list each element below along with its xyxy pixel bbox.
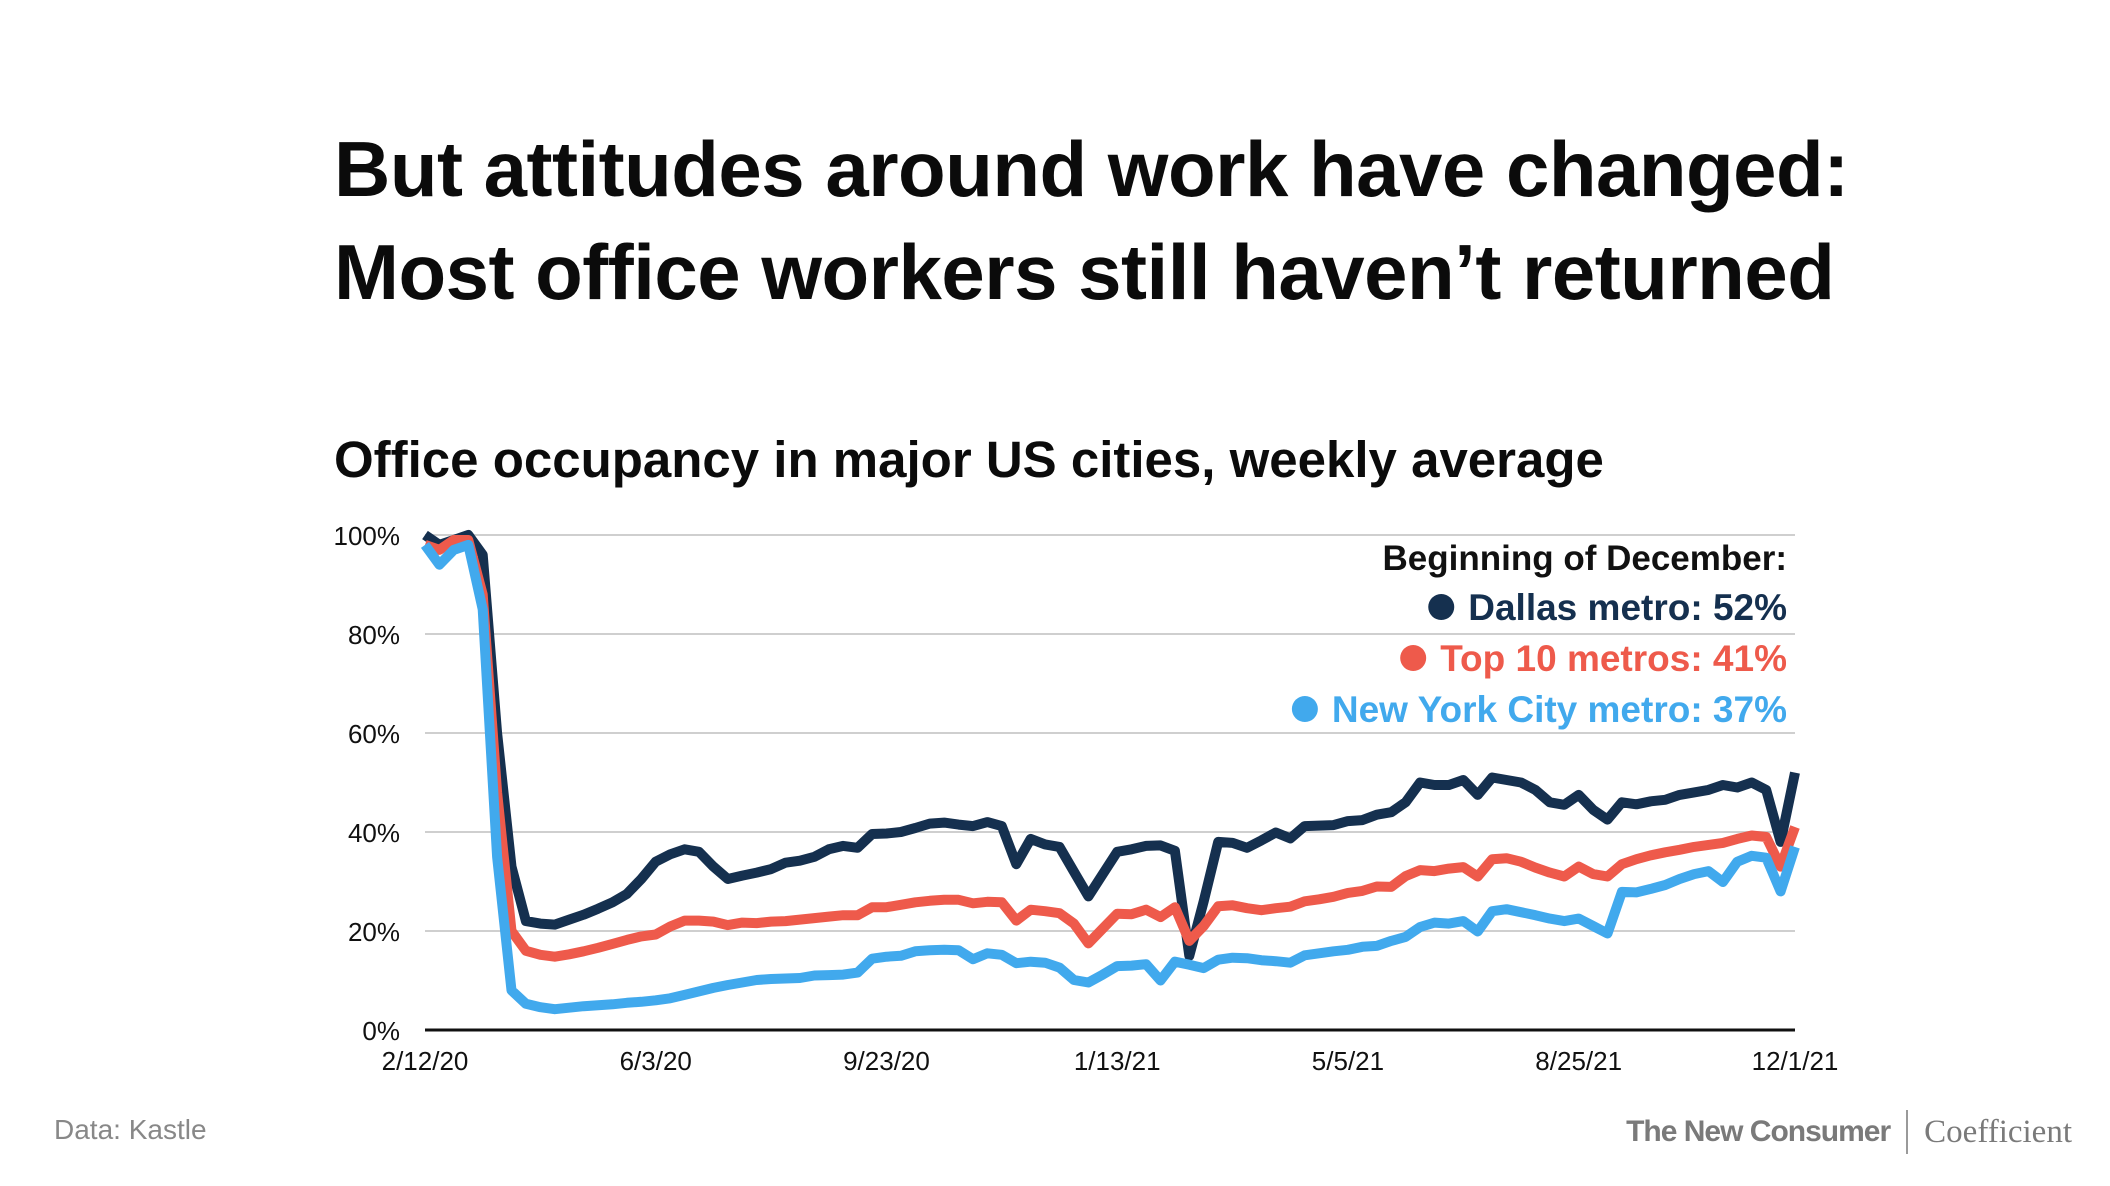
legend-marker — [1428, 594, 1455, 620]
x-tick-label: 6/3/20 — [620, 1046, 692, 1076]
legend-entry-label: Top 10 metros: 41% — [1440, 638, 1787, 679]
x-axis-ticks: 2/12/20 6/3/20 9/23/20 1/13/21 5/5/21 8/25/21… — [382, 1046, 1839, 1076]
x-tick-label: 1/13/21 — [1074, 1046, 1161, 1076]
legend: Beginning of December: Dallas metro: 52% T… — [1291, 539, 1787, 730]
x-tick-label: 12/1/21 — [1752, 1046, 1839, 1076]
x-tick-label: 5/5/21 — [1312, 1046, 1384, 1076]
y-tick-label: 40% — [348, 818, 400, 848]
brand-divider — [1906, 1110, 1909, 1154]
series-line-nyc — [420, 539, 1800, 1015]
y-tick-label: 60% — [348, 719, 400, 749]
data-source-note: Data: Kastle — [54, 1114, 207, 1145]
series-lines — [420, 530, 1800, 1015]
legend-heading: Beginning of December: — [1383, 539, 1787, 578]
y-tick-label: 100% — [334, 521, 401, 551]
series-line-dallas — [422, 530, 1800, 961]
brand-coefficient: Coefficient — [1924, 1113, 2072, 1150]
y-tick-label: 20% — [348, 917, 400, 947]
x-tick-label: 9/23/20 — [843, 1046, 930, 1076]
legend-marker — [1291, 696, 1318, 722]
chart-title: Office occupancy in major US cities, wee… — [334, 431, 1604, 488]
brand-the-new-consumer: The New Consumer — [1626, 1115, 1891, 1148]
legend-marker — [1400, 645, 1427, 671]
y-axis-ticks: 0% 20% 40% 60% 80% 100% — [334, 521, 401, 1046]
y-tick-label: 0% — [362, 1016, 400, 1046]
slide-title-line-1: But attitudes around work have changed: — [334, 125, 1849, 213]
brand-logos: The New Consumer Coefficient — [1626, 1110, 2072, 1154]
legend-entry-label: Dallas metro: 52% — [1468, 587, 1787, 628]
x-tick-label: 8/25/21 — [1535, 1046, 1622, 1076]
legend-entry-label: New York City metro: 37% — [1332, 689, 1787, 730]
x-tick-label: 2/12/20 — [382, 1046, 469, 1076]
slide-title-line-2: Most office workers still haven’t return… — [334, 228, 1835, 316]
slide-title: But attitudes around work have changed: … — [334, 118, 1849, 324]
y-tick-label: 80% — [348, 620, 400, 650]
series-line-top10 — [423, 535, 1800, 962]
